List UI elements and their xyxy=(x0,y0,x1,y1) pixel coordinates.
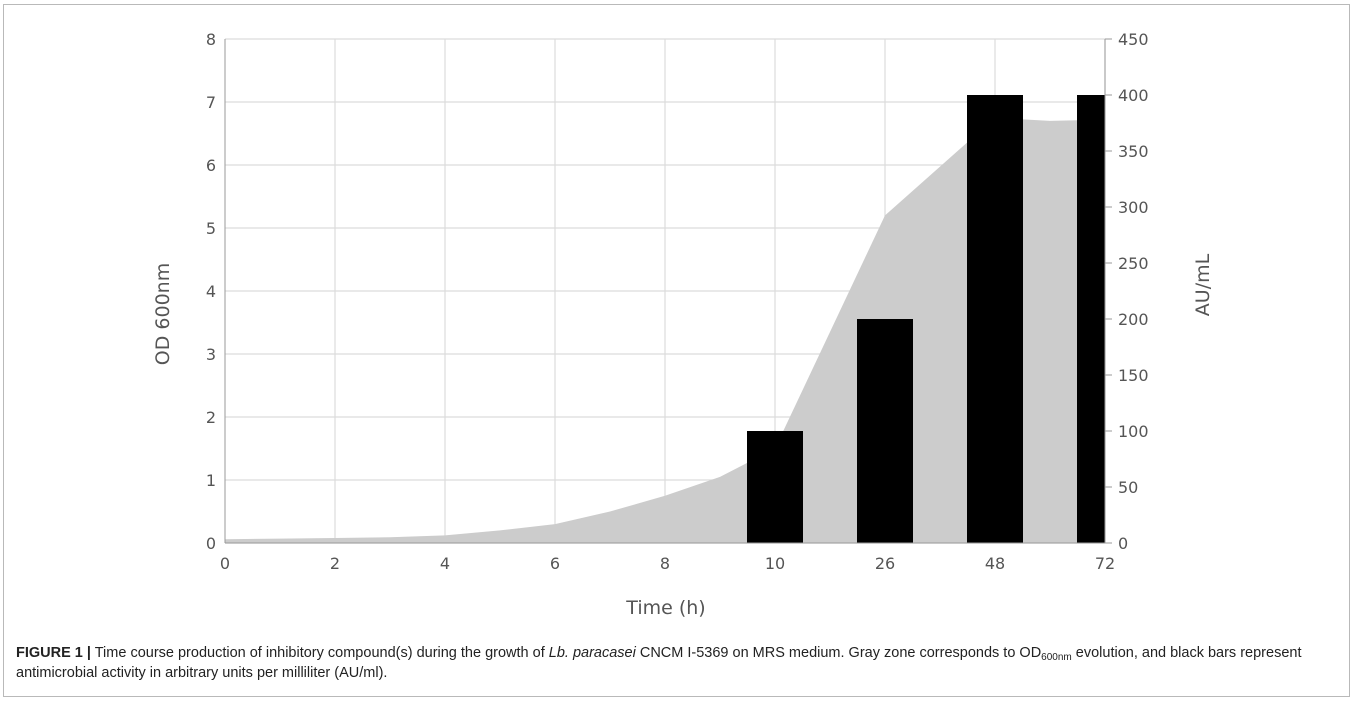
left-tick-label: 7 xyxy=(206,93,216,112)
right-tick-label: 0 xyxy=(1118,534,1128,553)
activity-bars-layer xyxy=(747,95,1105,543)
x-tick-label: 10 xyxy=(765,554,785,573)
activity-bar xyxy=(967,95,1023,543)
right-tick-label: 400 xyxy=(1118,86,1149,105)
left-tick-label: 4 xyxy=(206,282,216,301)
caption-subscript: 600nm xyxy=(1041,652,1072,663)
caption-text-2: CNCM I-5369 on MRS medium. Gray zone cor… xyxy=(635,645,1042,661)
left-tick-label: 5 xyxy=(206,219,216,238)
figure-label: FIGURE 1 | xyxy=(16,645,91,661)
activity-bar xyxy=(1077,95,1105,543)
right-axis-title: AU/mL xyxy=(1192,253,1214,316)
x-axis-title: Time (h) xyxy=(625,597,705,619)
right-tick-label: 300 xyxy=(1118,198,1149,217)
figure-frame: 0 1 2 3 4 5 6 7 8 0 50 100 150 200 250 300 350 400 450 0 2… xyxy=(3,4,1350,697)
left-tick-label: 2 xyxy=(206,408,216,427)
left-axis-ticks: 0 1 2 3 4 5 6 7 8 xyxy=(206,30,216,553)
right-tick-label: 200 xyxy=(1118,310,1149,329)
left-axis-title: OD 600nm xyxy=(152,263,174,365)
left-tick-label: 6 xyxy=(206,156,216,175)
right-tick-label: 350 xyxy=(1118,142,1149,161)
left-tick-label: 1 xyxy=(206,471,216,490)
left-tick-label: 0 xyxy=(206,534,216,553)
x-tick-label: 2 xyxy=(330,554,340,573)
x-tick-label: 0 xyxy=(220,554,230,573)
left-tick-label: 8 xyxy=(206,30,216,49)
activity-bar xyxy=(747,431,803,543)
x-tick-label: 6 xyxy=(550,554,560,573)
figure-caption: FIGURE 1 | Time course production of inh… xyxy=(16,643,1336,683)
axes xyxy=(224,38,1112,544)
x-axis-ticks: 0 2 4 6 8 10 26 48 72 xyxy=(220,554,1115,573)
x-tick-label: 4 xyxy=(440,554,450,573)
right-tick-label: 150 xyxy=(1118,366,1149,385)
caption-text-3: evolution, and black bars represent anti… xyxy=(16,645,1302,681)
caption-organism: Lb. paracasei xyxy=(548,645,636,661)
right-tick-label: 100 xyxy=(1118,422,1149,441)
right-tick-label: 250 xyxy=(1118,254,1149,273)
right-tick-label: 450 xyxy=(1118,30,1149,49)
caption-text-1: Time course production of inhibitory com… xyxy=(90,645,549,661)
x-tick-label: 72 xyxy=(1095,554,1115,573)
x-tick-label: 48 xyxy=(985,554,1005,573)
left-tick-label: 3 xyxy=(206,345,216,364)
chart: 0 1 2 3 4 5 6 7 8 0 50 100 150 200 250 300 350 400 450 0 2… xyxy=(152,30,1214,619)
activity-bar xyxy=(857,319,913,543)
right-axis-ticks: 0 50 100 150 200 250 300 350 400 450 xyxy=(1118,30,1149,553)
right-tick-label: 50 xyxy=(1118,478,1138,497)
x-tick-label: 26 xyxy=(875,554,895,573)
x-tick-label: 8 xyxy=(660,554,670,573)
